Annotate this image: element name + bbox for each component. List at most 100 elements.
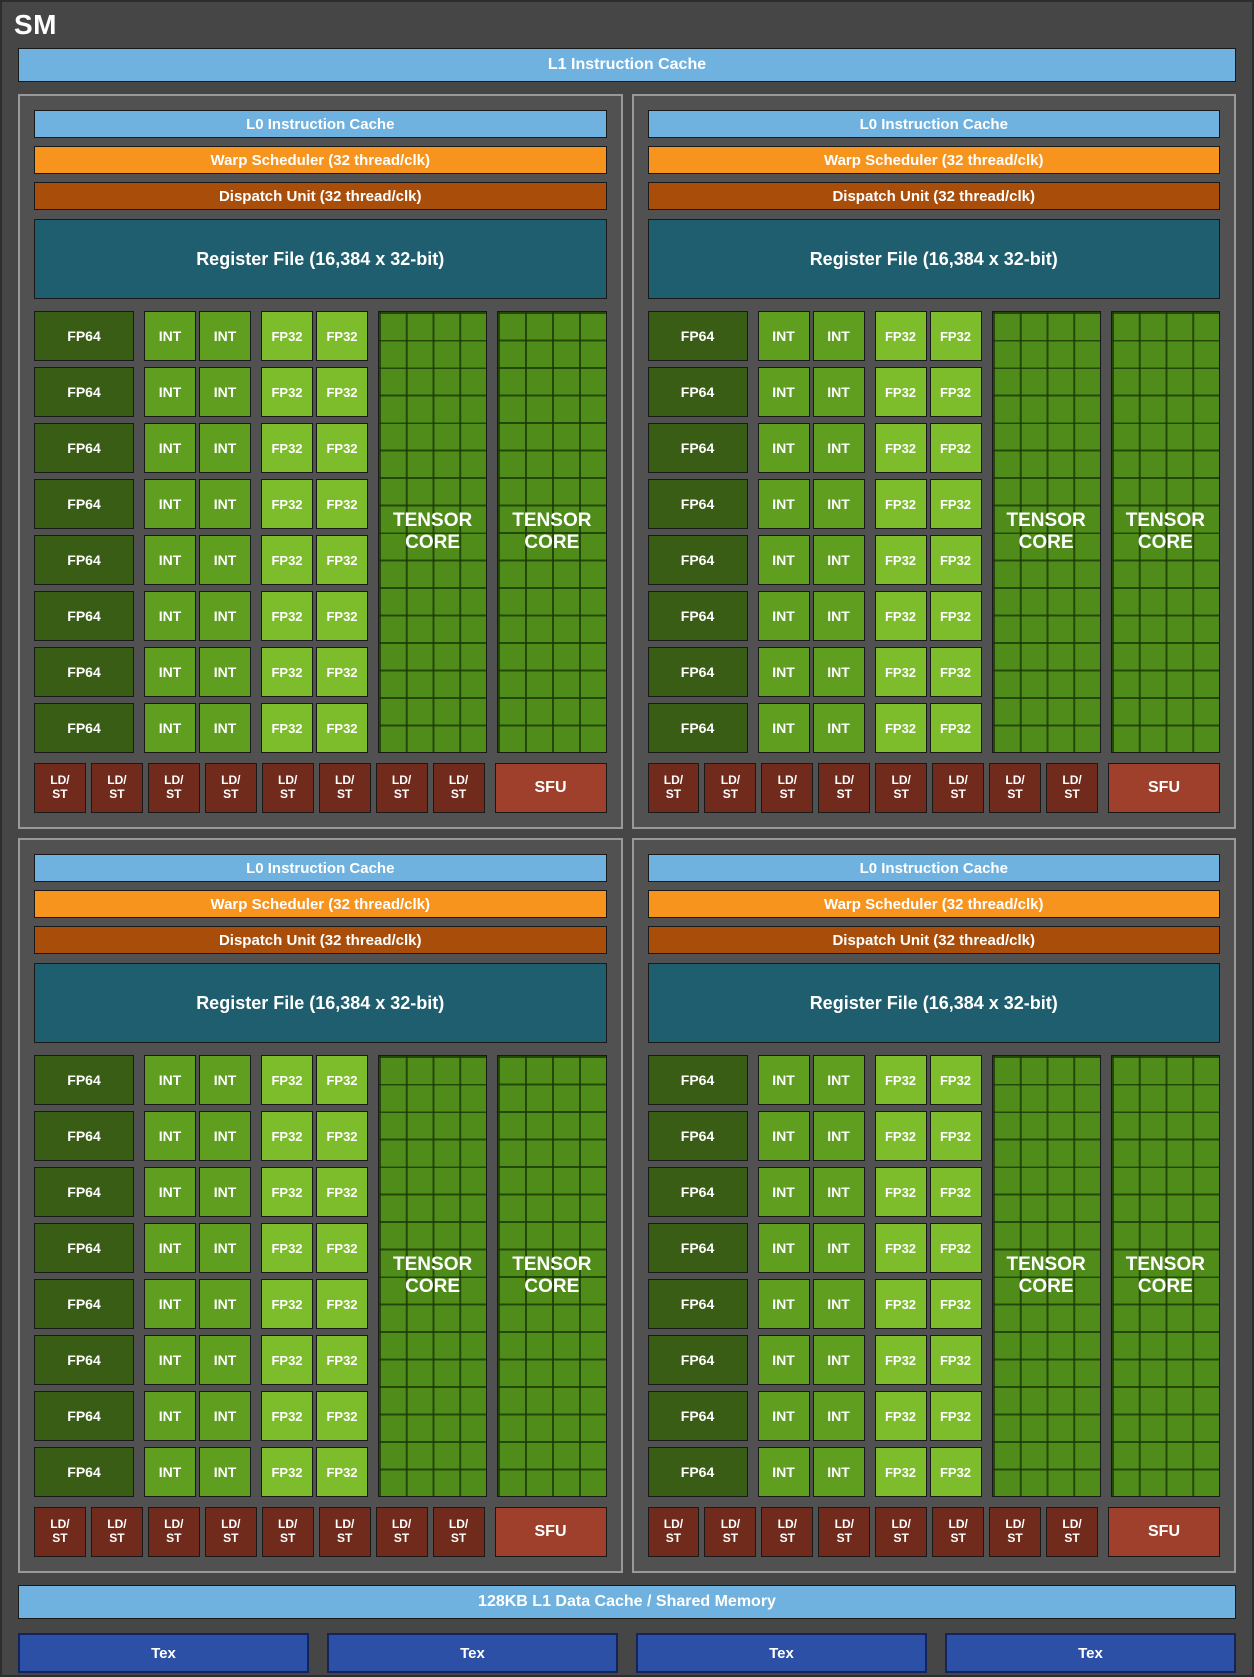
int-core: INT bbox=[144, 423, 196, 473]
int-columns: INT INT INT INT INT INT INT INT INT INT INT INT INT… bbox=[144, 311, 251, 753]
dispatch-unit: Dispatch Unit (32 thread/clk) bbox=[647, 182, 1220, 210]
int-core: INT bbox=[757, 1447, 810, 1497]
int-core: INT bbox=[812, 1335, 865, 1385]
fp32-core: FP32 bbox=[261, 311, 313, 361]
ldst-unit: LD/ ST bbox=[761, 763, 814, 813]
int-core: INT bbox=[812, 1279, 865, 1329]
l1-data-cache-shared-memory: 128KB L1 Data Cache / Shared Memory bbox=[18, 1585, 1236, 1619]
fp32-core: FP32 bbox=[261, 367, 313, 417]
fp32-core: FP32 bbox=[261, 703, 313, 753]
int-core: INT bbox=[757, 367, 810, 417]
sm-processing-block: L0 Instruction Cache Warp Scheduler (32 … bbox=[18, 94, 623, 829]
int-column: INT INT INT INT INT INT INT INT bbox=[812, 311, 865, 753]
dispatch-unit: Dispatch Unit (32 thread/clk) bbox=[647, 926, 1220, 954]
fp32-core: FP32 bbox=[261, 423, 313, 473]
fp32-core: FP32 bbox=[929, 647, 982, 697]
int-core: INT bbox=[144, 367, 196, 417]
int-core: INT bbox=[812, 367, 865, 417]
int-column: INT INT INT INT INT INT INT INT bbox=[812, 1055, 865, 1497]
ldst-unit: LD/ ST bbox=[147, 1507, 200, 1557]
int-column: INT INT INT INT INT INT INT INT bbox=[199, 1055, 251, 1497]
ldst-unit: LD/ ST bbox=[90, 763, 143, 813]
int-core: INT bbox=[812, 1111, 865, 1161]
int-columns: INT INT INT INT INT INT INT INT INT INT INT INT INT… bbox=[757, 311, 865, 753]
int-core: INT bbox=[144, 1111, 196, 1161]
fp64-core: FP64 bbox=[647, 591, 748, 641]
int-core: INT bbox=[199, 423, 251, 473]
fp64-column: FP64 FP64 FP64 FP64 FP64 FP64 FP64 FP64 bbox=[647, 311, 748, 753]
int-column: INT INT INT INT INT INT INT INT bbox=[199, 311, 251, 753]
fp32-core: FP32 bbox=[874, 1391, 927, 1441]
int-core: INT bbox=[199, 479, 251, 529]
fp32-core: FP32 bbox=[874, 1167, 927, 1217]
fp32-core: FP32 bbox=[261, 1279, 313, 1329]
int-core: INT bbox=[812, 1167, 865, 1217]
int-core: INT bbox=[812, 647, 865, 697]
int-core: INT bbox=[757, 1391, 810, 1441]
register-file: Register File (16,384 x 32-bit) bbox=[647, 963, 1220, 1043]
int-core: INT bbox=[144, 1447, 196, 1497]
fp32-core: FP32 bbox=[929, 1279, 982, 1329]
tensor-core: TENSOR CORE bbox=[378, 1055, 488, 1497]
fp32-core: FP32 bbox=[929, 535, 982, 585]
core-array: FP64 FP64 FP64 FP64 FP64 FP64 FP64 FP64 INT INT I… bbox=[34, 311, 607, 753]
fp32-columns: FP32 FP32 FP32 FP32 FP32 FP32 FP32 FP32 FP32 FP3… bbox=[261, 1055, 368, 1497]
int-core: INT bbox=[199, 367, 251, 417]
fp32-core: FP32 bbox=[874, 423, 927, 473]
fp64-column: FP64 FP64 FP64 FP64 FP64 FP64 FP64 FP64 bbox=[647, 1055, 748, 1497]
register-file: Register File (16,384 x 32-bit) bbox=[34, 219, 607, 299]
int-core: INT bbox=[757, 647, 810, 697]
fp32-core: FP32 bbox=[929, 423, 982, 473]
fp64-core: FP64 bbox=[647, 1111, 748, 1161]
fp32-core: FP32 bbox=[316, 703, 368, 753]
fp64-column: FP64 FP64 FP64 FP64 FP64 FP64 FP64 FP64 bbox=[34, 1055, 134, 1497]
fp64-core: FP64 bbox=[647, 423, 748, 473]
ldst-unit: LD/ ST bbox=[318, 763, 371, 813]
tex-unit: Tex bbox=[945, 1633, 1236, 1673]
ldst-unit: LD/ ST bbox=[761, 1507, 814, 1557]
int-columns: INT INT INT INT INT INT INT INT INT INT INT INT INT… bbox=[144, 1055, 251, 1497]
int-core: INT bbox=[144, 535, 196, 585]
fp32-core: FP32 bbox=[874, 311, 927, 361]
ldst-unit: LD/ ST bbox=[432, 763, 485, 813]
fp64-core: FP64 bbox=[34, 1223, 134, 1273]
int-column: INT INT INT INT INT INT INT INT bbox=[144, 1055, 196, 1497]
register-file: Register File (16,384 x 32-bit) bbox=[647, 219, 1220, 299]
int-core: INT bbox=[199, 1391, 251, 1441]
fp64-core: FP64 bbox=[34, 1055, 134, 1105]
ldst-unit: LD/ ST bbox=[34, 763, 86, 813]
ldst-unit: LD/ ST bbox=[875, 763, 928, 813]
int-core: INT bbox=[757, 479, 810, 529]
fp32-core: FP32 bbox=[929, 1111, 982, 1161]
dispatch-unit: Dispatch Unit (32 thread/clk) bbox=[34, 926, 607, 954]
ldst-unit: LD/ ST bbox=[818, 1507, 871, 1557]
int-core: INT bbox=[144, 1279, 196, 1329]
int-core: INT bbox=[199, 1223, 251, 1273]
sm-processing-block: L0 Instruction Cache Warp Scheduler (32 … bbox=[18, 838, 623, 1573]
ldst-unit: LD/ ST bbox=[90, 1507, 143, 1557]
fp32-core: FP32 bbox=[929, 1335, 982, 1385]
fp32-core: FP32 bbox=[261, 479, 313, 529]
ldst-unit: LD/ ST bbox=[932, 763, 985, 813]
int-core: INT bbox=[812, 423, 865, 473]
int-core: INT bbox=[144, 1223, 196, 1273]
l0-instruction-cache: L0 Instruction Cache bbox=[34, 110, 607, 138]
fp64-core: FP64 bbox=[34, 1167, 134, 1217]
int-core: INT bbox=[144, 1335, 196, 1385]
fp64-core: FP64 bbox=[647, 311, 748, 361]
fp32-core: FP32 bbox=[874, 647, 927, 697]
fp32-core: FP32 bbox=[316, 367, 368, 417]
fp32-core: FP32 bbox=[261, 591, 313, 641]
fp32-core: FP32 bbox=[261, 535, 313, 585]
ldst-unit: LD/ ST bbox=[989, 1507, 1042, 1557]
fp64-core: FP64 bbox=[34, 1279, 134, 1329]
diagram-header: SM bbox=[2, 2, 1252, 48]
fp64-core: FP64 bbox=[647, 703, 748, 753]
fp32-core: FP32 bbox=[316, 1335, 368, 1385]
fp32-column: FP32 FP32 FP32 FP32 FP32 FP32 FP32 FP32 bbox=[261, 311, 313, 753]
warp-scheduler: Warp Scheduler (32 thread/clk) bbox=[647, 146, 1220, 174]
tensor-core: TENSOR CORE bbox=[497, 1055, 607, 1497]
tensor-core: TENSOR CORE bbox=[378, 311, 488, 753]
tensor-core: TENSOR CORE bbox=[991, 1055, 1101, 1497]
fp32-core: FP32 bbox=[929, 1223, 982, 1273]
